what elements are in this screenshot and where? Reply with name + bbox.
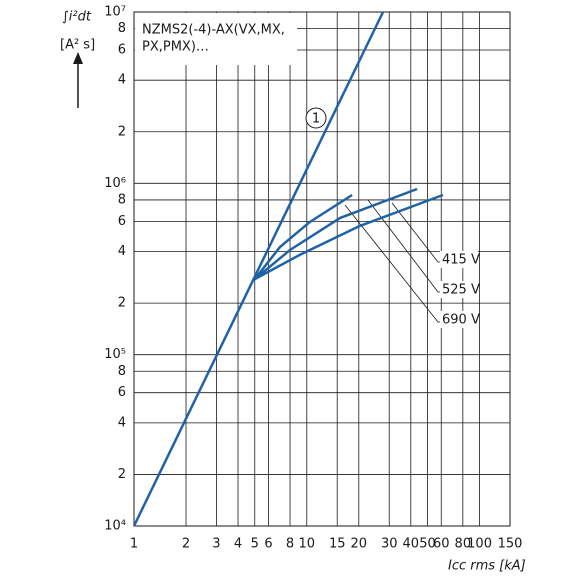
series-line [254,193,444,281]
x-tick-label: 1 [130,537,138,552]
series-label: 690 V [442,313,480,328]
y-tick-label: 8 [118,21,126,36]
series-line [253,193,353,280]
x-tick-label: 30 [381,537,398,552]
y-tick-label: 6 [118,214,126,229]
series-label: 525 V [442,283,480,298]
x-tick-label: 20 [351,537,368,552]
leader-line [391,202,439,263]
x-tick-label: 50 [419,537,436,552]
x-tick-label: 10 [299,537,316,552]
y-tick-label: 10⁵ [104,347,126,362]
annotation: NZMS2(-4)-AX(VX,MX, [142,23,285,38]
series-line [254,187,418,281]
x-tick-label: 80 [455,537,472,552]
x-tick-label: 4 [234,537,242,552]
y-tick-label: 8 [118,192,126,207]
axis-arrow-head [73,52,83,64]
y-tick-label: 8 [118,364,126,379]
y-tick-label: 2 [118,296,126,311]
plot-frame [133,11,511,527]
x-tick-label: 150 [498,537,523,552]
y-tick-label: 4 [118,415,126,430]
y-tick-label: 10⁴ [104,519,126,534]
x-tick-label: 6 [264,537,272,552]
callout-circle [305,107,327,129]
x-tick-label: 15 [329,537,346,552]
plot: 690 V 525 V 415 V [132,11,480,527]
series-label-bg [440,281,478,298]
series-label-bg [440,251,478,268]
y-tick-label: 2 [118,467,126,482]
x-tick-label: 100 [467,537,492,552]
y-tick-label: 10⁷ [104,5,126,20]
leader-line [367,199,439,293]
series-label: 415 V [442,253,480,268]
x-tick-label: 3 [212,537,220,552]
y-axis-unit: [A² s] [60,38,95,53]
x-tick-label: 60 [433,537,450,552]
x-tick-label: 8 [286,537,294,552]
x-tick-label: 2 [182,537,190,552]
annotation: 1 [312,112,320,127]
annotation: PX,PMX)… [142,40,209,55]
y-tick-label: 6 [118,385,126,400]
x-axis-label: Icc rms [kA] [448,559,526,574]
annotation-box [135,13,297,65]
y-axis-label: ∫i²dt [62,10,92,25]
x-tick-label: 5 [251,537,259,552]
series-label-bg [440,311,478,328]
y-tick-label: 4 [118,73,126,88]
y-tick-label: 10⁶ [104,176,126,191]
y-tick-label: 6 [118,43,126,58]
series-line [132,11,385,527]
x-tick-label: 40 [403,537,420,552]
y-tick-label: 4 [118,244,126,259]
y-tick-label: 2 [118,124,126,139]
